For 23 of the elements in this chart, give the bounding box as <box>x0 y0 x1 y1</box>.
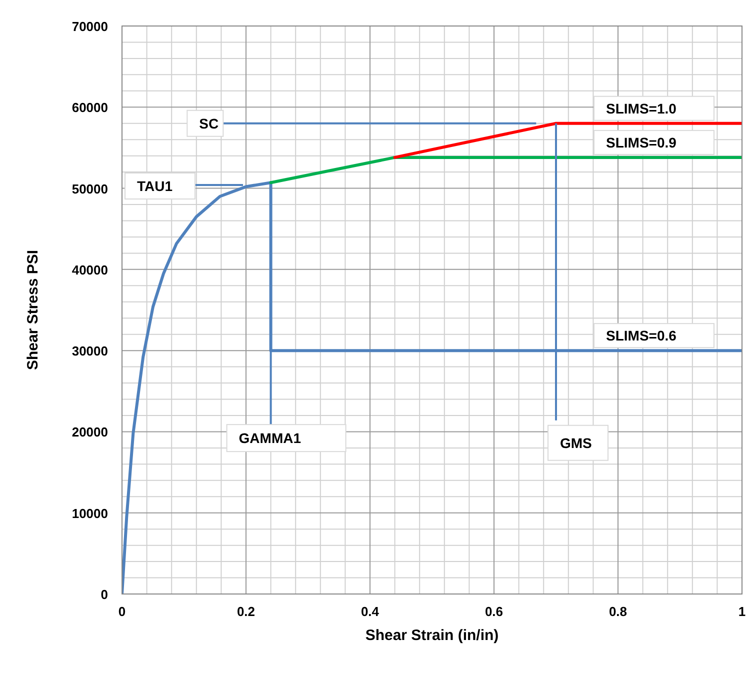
y-axis-title: Shear Stress PSI <box>24 250 42 370</box>
series-label: SLIMS=0.6 <box>606 328 677 344</box>
x-tick-label: 1 <box>738 604 746 619</box>
x-tick-label: 0.2 <box>236 604 256 619</box>
series-label: SLIMS=1.0 <box>606 100 677 116</box>
series-label: SLIMS=0.9 <box>606 134 677 150</box>
y-tick-label: 0 <box>100 587 108 602</box>
y-tick-label: 40000 <box>72 262 108 278</box>
y-tick-label: 30000 <box>72 344 108 359</box>
y-tick-label: 60000 <box>72 100 108 116</box>
annotation: GAMMA1 <box>238 430 302 446</box>
annotation: TAU1 <box>137 178 173 194</box>
annotation: SC <box>199 115 219 132</box>
x-axis-title: Shear Strain (in/in) <box>365 627 499 644</box>
x-tick-label: 0.8 <box>608 604 628 619</box>
x-tick-label: 0 <box>118 604 126 619</box>
y-tick-label: 70000 <box>72 19 108 34</box>
x-tick-label: 0.6 <box>484 604 504 619</box>
y-tick-label: 10000 <box>72 506 108 521</box>
x-tick-label: 0.4 <box>360 604 380 619</box>
y-tick-label: 20000 <box>72 424 108 440</box>
y-tick-label: 50000 <box>72 181 108 196</box>
annotation: GMS <box>560 434 592 451</box>
